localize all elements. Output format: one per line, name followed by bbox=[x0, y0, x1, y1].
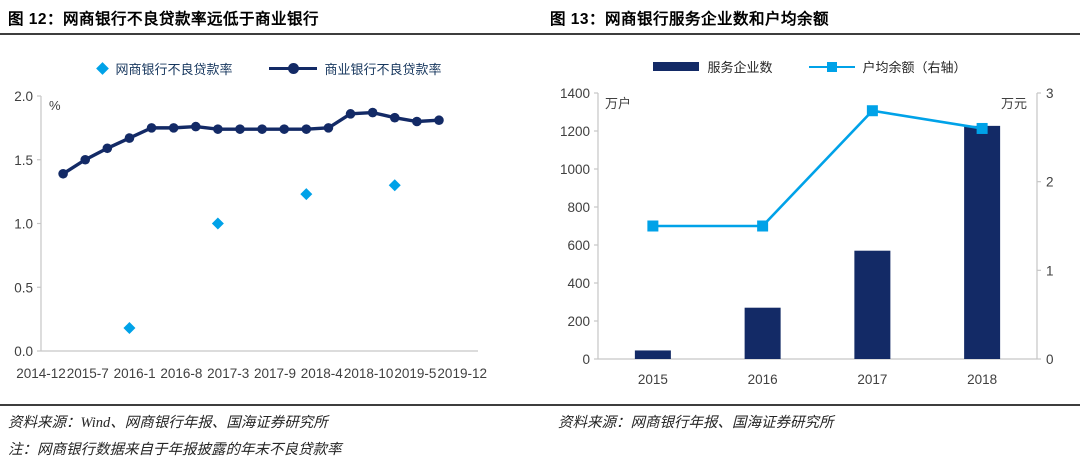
svg-text:2018-10: 2018-10 bbox=[344, 366, 394, 381]
svg-text:2014-12: 2014-12 bbox=[16, 366, 66, 381]
commercial-npl-point bbox=[389, 112, 400, 123]
balance-point bbox=[647, 220, 659, 232]
commercial-npl-point bbox=[58, 168, 68, 179]
figure13-title: 图 13：网商银行服务企业数和户均余额 bbox=[550, 11, 830, 28]
commercial-npl-point bbox=[301, 124, 312, 134]
svg-text:2016-8: 2016-8 bbox=[160, 366, 202, 381]
figure12-footer: 资料来源：Wind、网商银行年报、国海证券研究所 注：网商银行数据来自于年报披露… bbox=[8, 410, 342, 464]
svg-text:2016-1: 2016-1 bbox=[114, 366, 156, 381]
npl-comparison-chart: 0.0 0.5 1.0 1.5 2.0 2014-12 2015-7 2016-1 2016-8… bbox=[14, 89, 487, 381]
commercial-npl-point bbox=[412, 116, 422, 127]
legend-label-mybank-npl: 网商银行不良贷款率 bbox=[115, 62, 233, 77]
commercial-npl-point bbox=[434, 115, 444, 126]
enterprises-bars bbox=[634, 125, 1001, 360]
mybank-npl-point bbox=[123, 322, 136, 335]
svg-text:1: 1 bbox=[1046, 263, 1054, 278]
figure12-title: 图 12：网商银行不良贷款率远低于商业银行 bbox=[8, 11, 320, 28]
figure13-footer: 资料来源：网商银行年报、国海证券研究所 bbox=[558, 410, 834, 437]
commercial-npl-point bbox=[168, 123, 179, 133]
svg-text:2018: 2018 bbox=[967, 372, 997, 387]
commercial-npl-point bbox=[190, 121, 201, 132]
svg-text:2019-12: 2019-12 bbox=[437, 366, 487, 381]
svg-text:400: 400 bbox=[567, 276, 590, 291]
header-rule bbox=[0, 33, 1080, 35]
svg-text:2: 2 bbox=[1046, 175, 1054, 190]
enterprises-bar bbox=[964, 125, 1001, 360]
legend-label-enterprises: 服务企业数 bbox=[707, 60, 773, 75]
figure12-panel: 网商银行不良贷款率 商业银行不良贷款率 0.0 0.5 1.0 1.5 2.0 2014-… bbox=[0, 35, 540, 404]
figure13-legend: 服务企业数 户均余额（右轴） bbox=[540, 57, 1080, 76]
legend-item-commercial-npl: 商业银行不良贷款率 bbox=[268, 59, 442, 78]
figure12-note: 注：网商银行数据来自于年报披露的年末不良贷款率 bbox=[8, 442, 342, 458]
commercial-npl-line bbox=[58, 107, 444, 179]
commercial-npl-point bbox=[367, 107, 378, 118]
legend-item-balance: 户均余额（右轴） bbox=[808, 57, 967, 76]
enterprises-balance-chart: 0 200 400 600 800 1000 1200 1400 0 1 2 3 2015 2016 201… bbox=[560, 86, 1054, 387]
balance-point bbox=[757, 220, 769, 232]
svg-text:0.5: 0.5 bbox=[14, 280, 33, 295]
commercial-npl-point bbox=[124, 133, 135, 143]
svg-text:2018-4: 2018-4 bbox=[301, 366, 344, 381]
svg-text:1.5: 1.5 bbox=[14, 153, 33, 168]
commercial-npl-point bbox=[323, 123, 334, 133]
legend-label-balance: 户均余额（右轴） bbox=[862, 60, 967, 75]
commercial-npl-point bbox=[235, 124, 245, 134]
mybank-npl-point bbox=[211, 217, 224, 230]
figure12-legend: 网商银行不良贷款率 商业银行不良贷款率 bbox=[0, 59, 540, 78]
mybank-npl-point bbox=[300, 188, 313, 201]
svg-text:2017-9: 2017-9 bbox=[254, 366, 296, 381]
svg-text:2016: 2016 bbox=[748, 372, 778, 387]
svg-text:800: 800 bbox=[567, 200, 590, 215]
balance-point bbox=[976, 122, 988, 134]
svg-text:2019-5: 2019-5 bbox=[394, 366, 436, 381]
mybank-npl-points bbox=[123, 179, 401, 335]
svg-text:0: 0 bbox=[582, 352, 590, 367]
commercial-npl-point bbox=[213, 124, 223, 134]
commercial-npl-point bbox=[146, 123, 157, 133]
footer-rule bbox=[0, 404, 1080, 406]
svg-text:3: 3 bbox=[1046, 86, 1054, 101]
enterprises-bar bbox=[744, 307, 781, 359]
legend-item-mybank-npl: 网商银行不良贷款率 bbox=[96, 59, 233, 78]
figure13-source: 资料来源：网商银行年报、国海证券研究所 bbox=[558, 415, 834, 431]
svg-text:2015-7: 2015-7 bbox=[67, 366, 109, 381]
svg-text:200: 200 bbox=[567, 314, 590, 329]
svg-text:万元: 万元 bbox=[1001, 96, 1027, 111]
enterprises-bar bbox=[634, 350, 671, 359]
figure13-panel: 服务企业数 户均余额（右轴） 0 200 400 600 800 1000 1200 1400… bbox=[540, 35, 1080, 404]
mybank-npl-point bbox=[388, 179, 401, 192]
svg-text:0.0: 0.0 bbox=[14, 344, 33, 359]
commercial-npl-point bbox=[257, 124, 267, 134]
svg-text:2017: 2017 bbox=[857, 372, 887, 387]
line-square-marker-icon bbox=[808, 61, 855, 72]
svg-text:2.0: 2.0 bbox=[14, 89, 33, 104]
commercial-npl-point bbox=[80, 154, 91, 165]
commercial-npl-point bbox=[279, 124, 290, 134]
legend-item-enterprises: 服务企业数 bbox=[653, 57, 773, 76]
svg-text:%: % bbox=[49, 98, 61, 113]
svg-text:2017-3: 2017-3 bbox=[207, 366, 249, 381]
enterprises-bar bbox=[854, 250, 891, 359]
svg-text:1400: 1400 bbox=[560, 86, 590, 101]
svg-text:2015: 2015 bbox=[638, 372, 668, 387]
legend-label-commercial-npl: 商业银行不良贷款率 bbox=[324, 62, 442, 77]
svg-text:1000: 1000 bbox=[560, 162, 590, 177]
svg-text:万户: 万户 bbox=[605, 96, 631, 111]
svg-text:1200: 1200 bbox=[560, 124, 590, 139]
figure12-source: 资料来源：Wind、网商银行年报、国海证券研究所 bbox=[8, 415, 328, 431]
bar-swatch-icon bbox=[653, 62, 700, 71]
commercial-npl-point bbox=[102, 143, 113, 154]
line-dot-marker-icon bbox=[268, 63, 317, 74]
commercial-npl-point bbox=[345, 109, 356, 119]
svg-text:0: 0 bbox=[1046, 352, 1054, 367]
balance-point bbox=[866, 105, 878, 117]
svg-text:600: 600 bbox=[567, 238, 590, 253]
svg-text:1.0: 1.0 bbox=[14, 217, 33, 232]
balance-line bbox=[647, 105, 988, 232]
